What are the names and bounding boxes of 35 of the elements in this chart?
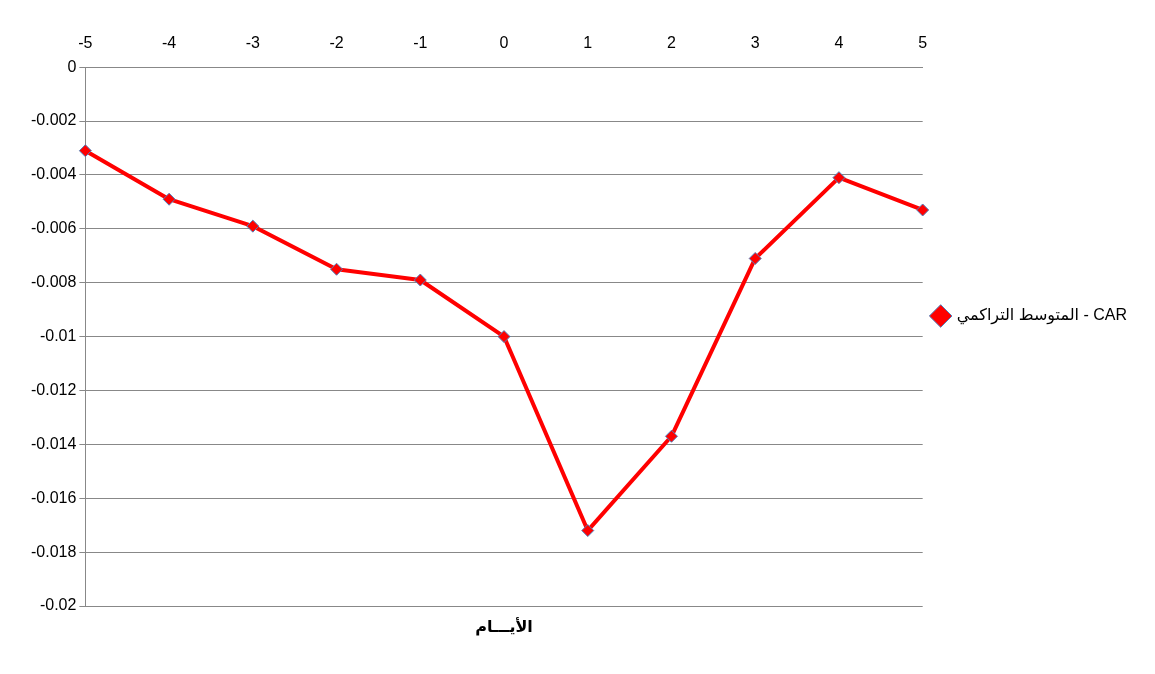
point [664,429,678,443]
y-tick-label: -0.01 [39,327,77,345]
x-axis-title: الأيـــام [475,617,533,637]
x-tick-label: 1 [583,34,593,52]
point [916,203,930,217]
point [246,219,260,233]
point [748,251,762,265]
point [78,144,92,158]
point [832,171,846,185]
y-tick-label: -0.02 [39,596,77,614]
y-tick-label: -0.008 [30,273,77,291]
point [162,192,176,206]
point [581,524,595,538]
x-tick-label: -1 [413,34,428,52]
y-tick-label: -0.014 [30,434,77,452]
y-tick-label: 0 [67,57,77,75]
y-tick-label: -0.004 [30,165,77,183]
y-tick-label: -0.018 [30,542,77,560]
y-tick-label: -0.012 [30,380,77,398]
y-tick-label: -0.006 [30,219,77,237]
legend-label: المتوسط التراكمي - CAR [956,306,1127,326]
x-tick-label: -5 [78,34,93,52]
y-tick-label: -0.016 [30,488,77,506]
x-tick-label: -4 [161,34,177,52]
y-tick-label: -0.002 [30,111,77,129]
point [330,262,344,276]
point [497,330,511,344]
x-tick-label: -2 [329,34,344,52]
x-tick-label: -3 [245,34,261,52]
point [413,273,427,287]
x-tick-label: 5 [918,34,928,52]
x-tick-label: 4 [834,34,844,52]
x-tick-label: 3 [750,34,760,52]
x-tick-label: 2 [667,34,677,52]
x-tick-label: 0 [499,34,509,52]
